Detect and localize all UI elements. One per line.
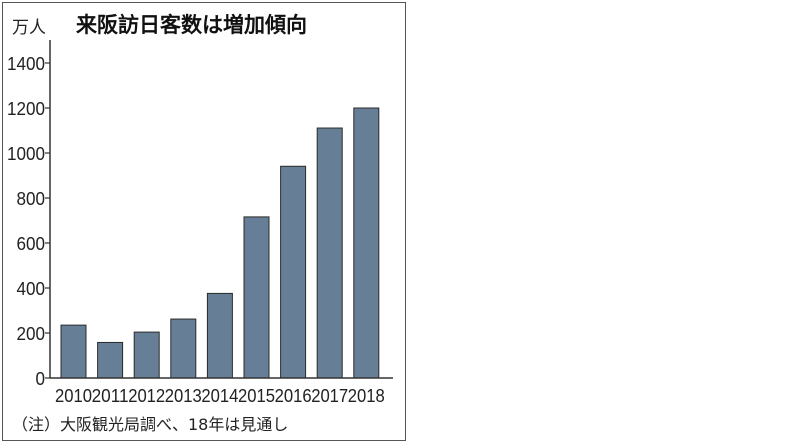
x-tick-label: 2010 — [55, 386, 92, 406]
y-tick-label: 400 — [17, 279, 46, 299]
bar-2015 — [243, 216, 270, 379]
x-tick-label: 2014 — [201, 386, 238, 406]
y-tick-label: 200 — [17, 324, 46, 344]
x-tick-label: 2012 — [128, 386, 165, 406]
y-tick-label: 1000 — [7, 144, 45, 164]
x-tick-label: 2013 — [165, 386, 202, 406]
y-axis-unit: 万人 — [12, 18, 46, 38]
y-tick-label: 1400 — [7, 54, 45, 74]
bar-2018 — [353, 107, 380, 379]
x-tick-label: 2011 — [92, 386, 129, 406]
x-tick-label: 2016 — [275, 386, 312, 406]
bar-2016 — [280, 165, 307, 379]
chart-title: 来阪訪日客数は増加傾向 — [76, 13, 307, 37]
bar-2017 — [316, 127, 343, 379]
x-tick-label: 2015 — [238, 386, 275, 406]
bar-2010 — [60, 324, 87, 379]
y-tick-label: 0 — [36, 369, 46, 389]
x-tick-label: 2018 — [348, 386, 385, 406]
bar-2014 — [206, 292, 233, 379]
chart-note: （注）大阪観光局調べ、18年は見通し — [12, 415, 288, 434]
bar-2011 — [97, 341, 124, 379]
y-tick-label: 1200 — [7, 99, 45, 119]
chart-frame — [2, 2, 406, 441]
bar-2013 — [170, 318, 197, 379]
x-tick-label: 2017 — [311, 386, 348, 406]
bar-2012 — [133, 331, 160, 379]
y-tick-label: 600 — [17, 234, 46, 254]
y-tick-label: 800 — [17, 189, 46, 209]
